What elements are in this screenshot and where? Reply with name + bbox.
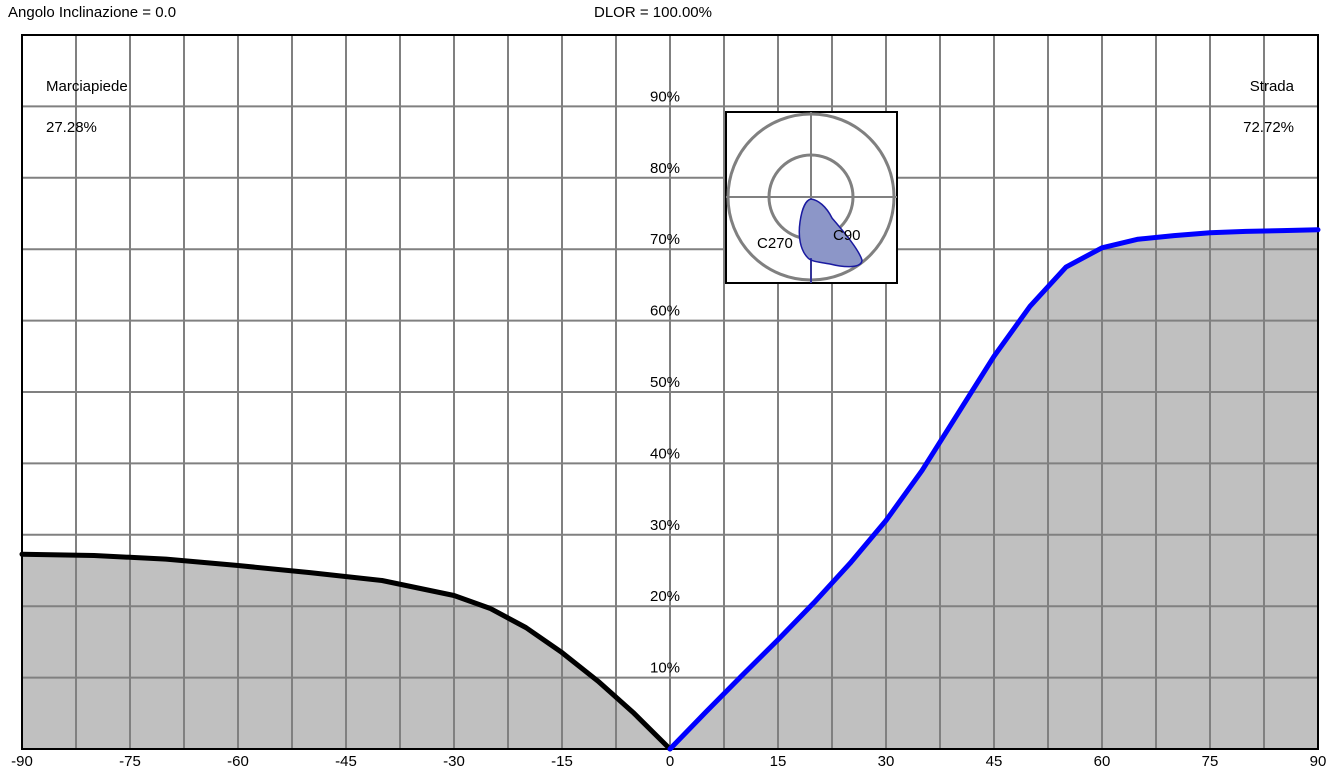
y-tick-label: 60% bbox=[650, 303, 680, 320]
curve-series-0 bbox=[19, 551, 673, 752]
y-tick-label: 20% bbox=[650, 588, 680, 605]
dlor-label: DLOR = 100.00% bbox=[594, 4, 712, 21]
x-tick-label: -90 bbox=[11, 753, 33, 770]
y-tick-label: 30% bbox=[650, 517, 680, 534]
left-region-value: 27.28% bbox=[46, 119, 97, 136]
x-tick-label: 75 bbox=[1202, 753, 1219, 770]
inset-label-c90: C90 bbox=[833, 227, 861, 244]
inclination-angle-label: Angolo Inclinazione = 0.0 bbox=[8, 4, 177, 21]
y-tick-label: 80% bbox=[650, 160, 680, 177]
x-tick-label: -60 bbox=[227, 753, 249, 770]
y-tick-label: 50% bbox=[650, 374, 680, 391]
curve-series-1 bbox=[667, 227, 1321, 752]
x-tick-label: 15 bbox=[770, 753, 787, 770]
x-tick-label: 30 bbox=[878, 753, 895, 770]
curve-layer bbox=[19, 227, 1321, 752]
x-tick-label: -30 bbox=[443, 753, 465, 770]
y-tick-label: 10% bbox=[650, 660, 680, 677]
x-tick-label: -75 bbox=[119, 753, 141, 770]
y-tick-label: 40% bbox=[650, 445, 680, 462]
y-tick-label: 90% bbox=[650, 88, 680, 105]
x-tick-label: -15 bbox=[551, 753, 573, 770]
x-tick-label: 45 bbox=[986, 753, 1003, 770]
x-tick-label: 90 bbox=[1310, 753, 1327, 770]
x-tick-label: -45 bbox=[335, 753, 357, 770]
inset-label-c270: C270 bbox=[757, 235, 793, 252]
x-tick-label: 60 bbox=[1094, 753, 1111, 770]
left-region-label: Marciapiede bbox=[46, 78, 128, 95]
label-layer: -90 -75 -60 -45 -30 -15 0 15 30 45 60 75 90 10% 20% 30%… bbox=[11, 78, 1326, 770]
x-tick-label: 0 bbox=[666, 753, 674, 770]
inset-polar-diagram: C270 C90 bbox=[725, 111, 898, 284]
y-tick-label: 70% bbox=[650, 231, 680, 248]
inset-photometric-shape bbox=[798, 198, 863, 268]
right-region-value: 72.72% bbox=[1243, 119, 1294, 136]
right-region-label: Strada bbox=[1250, 78, 1295, 95]
